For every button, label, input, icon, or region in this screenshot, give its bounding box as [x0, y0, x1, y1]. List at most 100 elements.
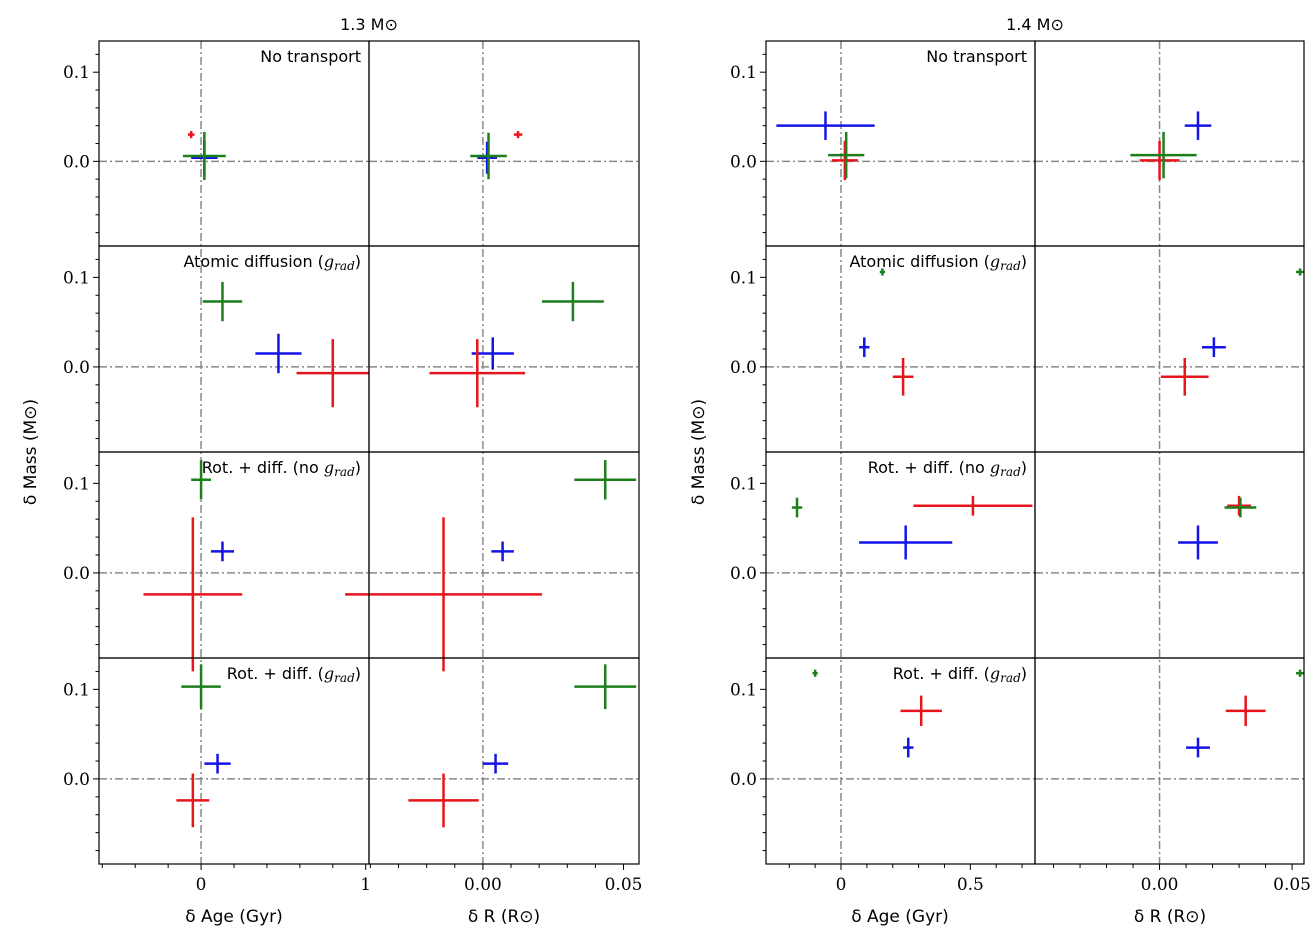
row-title-part: Rot. + diff. (	[893, 664, 990, 683]
row-title-part: Atomic diffusion (	[183, 252, 323, 271]
data-point-green	[181, 664, 221, 710]
panel-frame	[98, 245, 370, 453]
row-title-part: g	[324, 252, 334, 271]
y-tick-label: 0.1	[63, 680, 90, 700]
data-point-red	[345, 517, 542, 672]
data-point-green	[828, 131, 865, 179]
x-axis-label-age: δ Age (Gyr)	[851, 907, 949, 927]
data-point-green	[879, 268, 885, 276]
data-point-green	[1224, 497, 1257, 518]
row-title-part: g	[990, 458, 1000, 477]
x-axis-label-radius: δ R (R⊙)	[468, 907, 540, 927]
data-point-red	[176, 773, 210, 828]
row-title: No transport	[260, 47, 361, 66]
data-point-blue	[255, 333, 302, 374]
data-point-red	[513, 131, 523, 139]
data-point-green	[541, 281, 604, 322]
x-tick-label: 0	[196, 875, 207, 895]
y-tick-label: 0.1	[730, 63, 757, 83]
y-tick-label: 0.0	[63, 358, 90, 378]
row-title-part: )	[355, 252, 361, 271]
x-tick-label: 0.05	[605, 875, 643, 895]
panel-frame	[368, 245, 640, 453]
data-point-blue	[491, 541, 514, 562]
x-tick-label: 0.00	[464, 875, 502, 895]
data-point-blue	[1178, 525, 1218, 560]
y-tick-label: 0.0	[63, 770, 90, 790]
panel-frame	[98, 657, 370, 865]
data-point-blue	[903, 737, 914, 758]
panel-frame	[98, 40, 370, 247]
row-title-part: No transport	[926, 47, 1027, 66]
row-title-part: rad	[1000, 465, 1021, 479]
panel-frame	[765, 451, 1036, 659]
data-point-blue	[471, 337, 514, 370]
row-title-part: rad	[334, 465, 355, 479]
y-axis-label: δ Mass (M⊙)	[689, 399, 709, 505]
data-point-green	[1296, 268, 1304, 276]
row-title: Rot. + diff. (grad)	[893, 664, 1027, 685]
x-axis-label-age: δ Age (Gyr)	[185, 907, 283, 927]
data-point-green	[191, 460, 211, 500]
data-point-red	[296, 339, 369, 408]
data-point-green	[182, 131, 226, 181]
y-tick-label: 0.1	[730, 268, 757, 288]
row-title-part: Rot. + diff. (	[227, 664, 324, 683]
row-title-part: Atomic diffusion (	[849, 252, 989, 271]
row-title-part: rad	[334, 259, 355, 273]
row-title-part: Rot. + diff. (no	[202, 458, 324, 477]
data-point-blue	[1201, 337, 1226, 358]
row-title: Rot. + diff. (no grad)	[868, 458, 1027, 479]
data-point-red	[1160, 357, 1209, 396]
x-tick-label: 1	[360, 875, 371, 895]
data-point-green	[1296, 669, 1304, 677]
row-title-part: rad	[1000, 259, 1021, 273]
data-point-blue	[477, 141, 497, 174]
y-axis-label: δ Mass (M⊙)	[21, 399, 41, 505]
y-tick-label: 0.1	[63, 474, 90, 494]
row-title: Atomic diffusion (grad)	[849, 252, 1027, 273]
panel-frame	[765, 245, 1036, 453]
row-title-part: g	[324, 458, 334, 477]
data-point-green	[202, 281, 243, 322]
panel-frame	[1034, 40, 1305, 247]
panel-frame	[98, 451, 370, 659]
y-tick-label: 0.0	[730, 152, 757, 172]
data-point-red	[143, 517, 243, 672]
y-tick-label: 0.0	[63, 152, 90, 172]
panel-frame	[1034, 657, 1305, 865]
x-axis-label-radius: δ R (R⊙)	[1134, 907, 1206, 927]
y-tick-label: 0.0	[730, 770, 757, 790]
row-title: Rot. + diff. (grad)	[227, 664, 361, 685]
panel-frame	[368, 40, 640, 247]
data-point-red	[900, 695, 942, 727]
row-title-part: No transport	[260, 47, 361, 66]
y-tick-label: 0.0	[63, 564, 90, 584]
y-tick-label: 0.1	[730, 680, 757, 700]
x-tick-label: 0.5	[957, 875, 984, 895]
data-point-blue	[859, 337, 870, 358]
data-point-red	[831, 140, 858, 181]
data-point-green	[812, 669, 818, 677]
data-point-blue	[776, 111, 875, 140]
y-tick-label: 0.0	[730, 358, 757, 378]
data-point-green	[574, 664, 637, 710]
panel-frame	[368, 657, 640, 865]
panel-frame	[1034, 245, 1305, 453]
row-title-part: g	[324, 664, 334, 683]
row-title: Atomic diffusion (grad)	[183, 252, 361, 273]
data-point-blue	[1184, 111, 1212, 140]
row-title-part: Rot. + diff. (no	[868, 458, 990, 477]
y-tick-label: 0.0	[730, 564, 757, 584]
row-title-part: )	[1021, 458, 1027, 477]
data-point-blue	[482, 753, 509, 774]
y-tick-label: 0.1	[63, 63, 90, 83]
panel-frame	[1034, 451, 1305, 659]
panel-frame	[765, 657, 1036, 865]
row-title-part: )	[355, 458, 361, 477]
row-title-part: )	[1021, 252, 1027, 271]
data-point-blue	[1186, 737, 1210, 758]
data-point-red	[408, 773, 479, 828]
data-point-red	[913, 495, 1033, 516]
